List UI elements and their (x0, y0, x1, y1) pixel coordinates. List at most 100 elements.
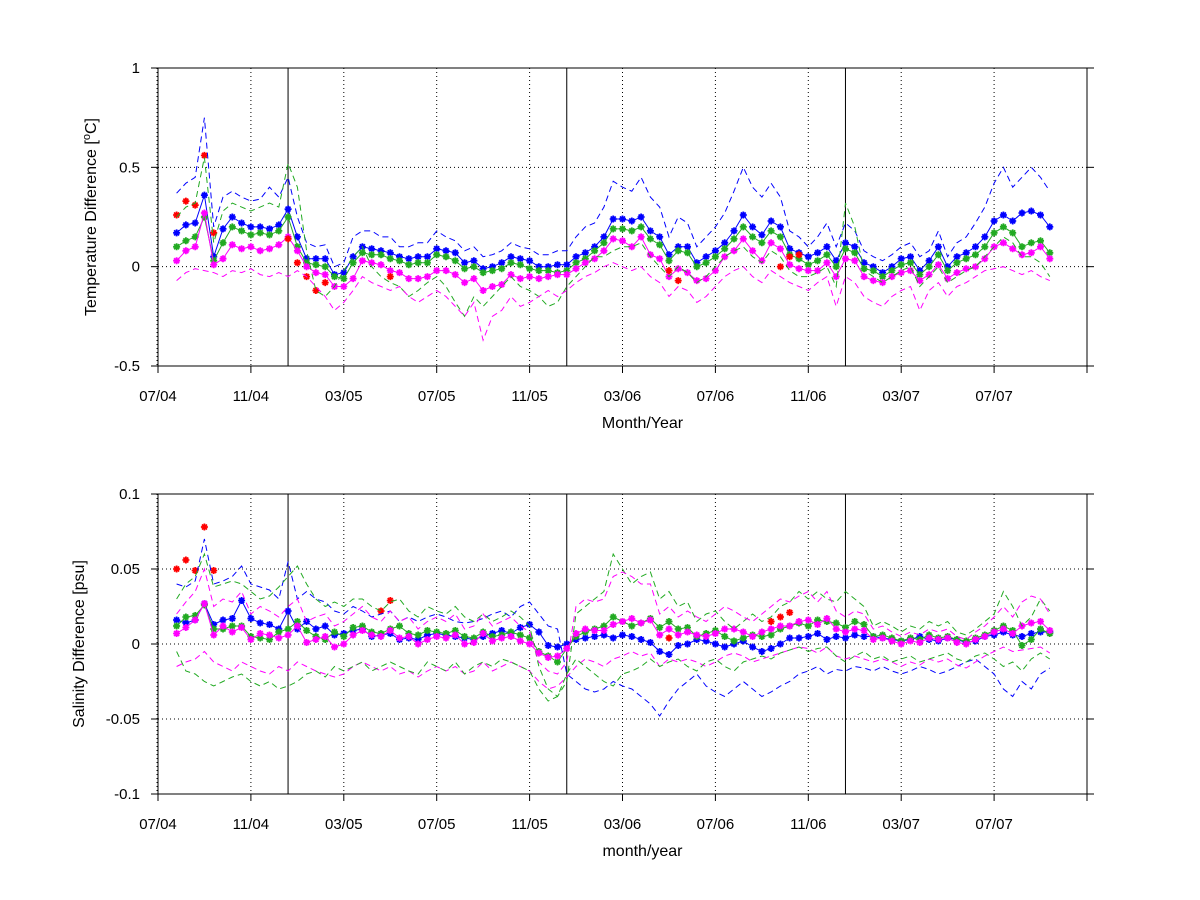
data-point-marker (674, 243, 682, 251)
data-point-marker (953, 259, 961, 267)
data-point-marker (730, 637, 738, 645)
dashed-envelope-line (176, 157, 1051, 318)
data-point-marker (321, 622, 329, 630)
data-point-marker (637, 233, 645, 241)
data-point-marker (293, 259, 301, 267)
data-point-marker (405, 275, 413, 283)
data-point-marker (256, 630, 264, 637)
data-point-marker (191, 567, 199, 574)
data-point-marker (358, 257, 366, 265)
data-point-marker (423, 631, 431, 639)
data-point-marker (674, 277, 682, 285)
dashed-envelope-line (176, 538, 1051, 717)
dashed-envelope-line (176, 552, 1051, 698)
data-point-marker (684, 249, 691, 257)
data-point-marker (303, 259, 311, 267)
data-point-marker (646, 251, 654, 259)
data-point-marker (303, 639, 311, 646)
data-point-marker (340, 283, 348, 290)
data-point-marker (275, 241, 283, 249)
data-point-marker (721, 643, 729, 651)
data-point-marker (869, 267, 877, 275)
data-point-marker (981, 633, 989, 640)
data-point-marker (461, 640, 469, 648)
data-point-marker (990, 229, 998, 237)
data-point-marker (619, 225, 626, 233)
data-point-marker (637, 636, 645, 643)
data-point-marker (284, 625, 292, 633)
data-point-marker (832, 633, 840, 640)
data-point-marker (916, 271, 924, 279)
data-point-marker (340, 275, 348, 283)
data-point-marker (851, 625, 859, 633)
data-point-marker (266, 621, 273, 628)
data-point-marker (804, 253, 812, 261)
data-point-marker (210, 621, 218, 628)
data-point-marker (358, 627, 366, 634)
x-tick-label: 07/06 (697, 816, 735, 833)
data-point-marker (814, 257, 822, 265)
data-point-marker (442, 253, 450, 261)
data-point-marker (293, 622, 301, 630)
data-point-marker (665, 651, 673, 658)
data-point-marker (182, 619, 190, 627)
data-point-marker (200, 213, 208, 221)
data-point-marker (823, 243, 831, 251)
data-point-marker (423, 627, 431, 634)
data-point-marker (377, 261, 385, 269)
data-point-marker (832, 257, 840, 265)
data-point-marker (962, 265, 970, 273)
data-point-marker (637, 619, 645, 627)
data-point-marker (953, 253, 961, 261)
data-point-marker (953, 639, 961, 646)
data-point-marker (479, 630, 487, 637)
data-point-marker (804, 616, 812, 624)
data-point-marker (591, 247, 599, 255)
data-point-marker (628, 622, 636, 630)
data-point-marker (711, 630, 719, 637)
data-point-marker (451, 249, 459, 257)
data-point-marker (312, 636, 320, 643)
data-point-marker (321, 633, 329, 640)
data-point-marker (879, 273, 887, 281)
y-tick-label: 0 (132, 636, 140, 653)
dashed-envelope-line (176, 262, 1050, 342)
data-point-marker (507, 271, 515, 279)
data-point-marker (1037, 211, 1044, 219)
x-tick-label: 03/05 (325, 816, 363, 833)
data-point-marker (795, 618, 803, 625)
data-point-marker (739, 634, 747, 642)
data-point-marker (1009, 217, 1017, 225)
data-point-marker (795, 265, 803, 273)
data-point-marker (331, 643, 338, 651)
data-point-marker (619, 215, 626, 223)
data-point-marker (516, 261, 524, 269)
data-point-marker (999, 223, 1007, 231)
x-tick-label: 07/04 (139, 388, 177, 405)
x-tick-label: 11/04 (233, 388, 269, 405)
data-point-marker (711, 247, 719, 255)
data-point-marker (972, 636, 979, 643)
data-point-marker (674, 247, 682, 255)
data-point-marker (173, 229, 181, 237)
data-point-marker (879, 269, 887, 277)
data-point-marker (609, 215, 617, 223)
data-point-marker (776, 622, 784, 630)
data-point-marker (674, 265, 682, 273)
data-point-marker (851, 257, 859, 265)
data-point-marker (238, 624, 246, 631)
data-point-marker (581, 625, 589, 633)
data-point-marker (786, 245, 794, 253)
data-point-marker (1018, 209, 1026, 217)
data-point-marker (730, 227, 738, 235)
data-point-marker (414, 636, 422, 643)
x-tick-label: 11/04 (233, 816, 269, 833)
data-point-marker (433, 628, 441, 636)
data-point-marker (897, 640, 905, 648)
data-point-marker (358, 622, 366, 630)
data-point-marker (256, 229, 264, 237)
data-point-marker (999, 239, 1007, 247)
data-point-marker (349, 259, 357, 267)
data-point-marker (554, 271, 561, 279)
data-point-marker (544, 642, 552, 649)
